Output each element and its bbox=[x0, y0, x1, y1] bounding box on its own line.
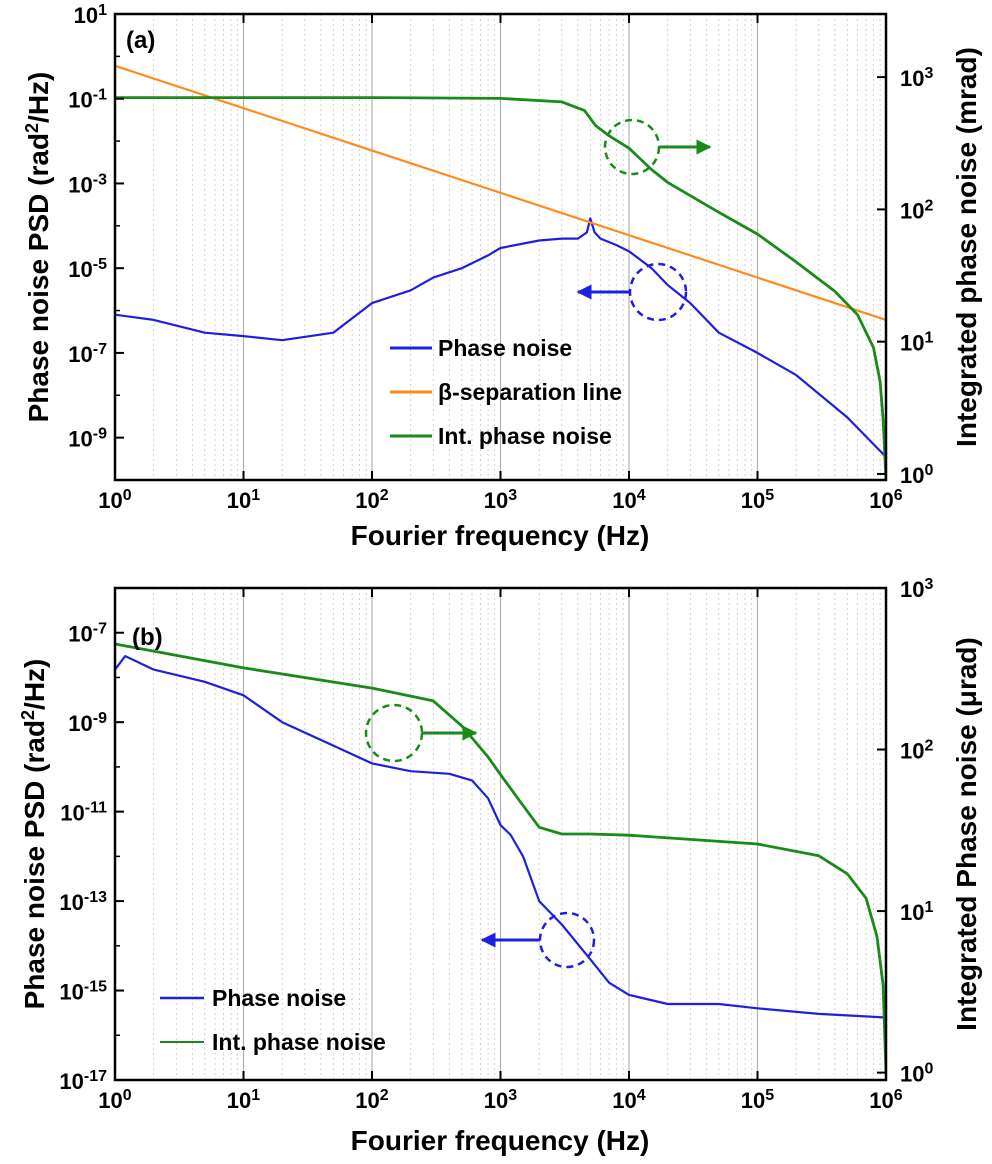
series-line-int-phase-noise bbox=[115, 642, 886, 1073]
legend-a: Phase noise β-separation line Int. phase… bbox=[390, 335, 622, 449]
panel-label-a: (a) bbox=[126, 27, 155, 54]
x-axis-title-a: Fourier frequency (Hz) bbox=[351, 520, 650, 551]
ticks-a: 100 101 102 103 104 105 106 101 10-1 10-3 10-5 10-7… bbox=[68, 2, 933, 514]
x-tick-label: 102 bbox=[355, 1087, 388, 1114]
ticks-b: 100 101 102 103 104 105 106 10-7 10-9 10-11 10-13 1… bbox=[59, 576, 933, 1114]
x-tick-label: 100 bbox=[98, 487, 131, 514]
x-axis-title-b: Fourier frequency (Hz) bbox=[351, 1125, 650, 1156]
y-axis-title-right-a: Integrated phase noise (mrad) bbox=[951, 47, 982, 447]
legend-b: Phase noise Int. phase noise bbox=[160, 985, 386, 1055]
panel-b: 100 101 102 103 104 105 106 10-7 10-9 10-11 10-13 1… bbox=[18, 576, 982, 1157]
y-tick-label-left: 10-17 bbox=[59, 1068, 107, 1095]
series-b bbox=[115, 642, 886, 1073]
y-tick-label-right: 102 bbox=[900, 197, 933, 224]
y-tick-label-left: 10-1 bbox=[68, 86, 107, 113]
x-tick-label: 106 bbox=[869, 1087, 902, 1114]
x-tick-label: 103 bbox=[484, 1087, 517, 1114]
y-tick-label-right: 101 bbox=[900, 899, 933, 926]
y-tick-label-right: 100 bbox=[900, 461, 933, 488]
grid-a bbox=[153, 14, 881, 480]
y-tick-label-left: 10-7 bbox=[68, 340, 107, 367]
y-tick-label-left: 10-9 bbox=[68, 710, 107, 737]
y-axis-title-right-b: Integrated Phase noise (μrad) bbox=[951, 637, 982, 1031]
y-tick-label-left: 10-9 bbox=[68, 425, 107, 452]
annotation-left-a bbox=[576, 262, 688, 322]
series-line-int-phase-noise bbox=[115, 96, 886, 480]
x-tick-label: 103 bbox=[484, 487, 517, 514]
annotation-right-b bbox=[364, 703, 478, 763]
legend-label-int-phase-noise-a: Int. phase noise bbox=[438, 423, 612, 449]
series-line-phase-noise bbox=[115, 655, 886, 1019]
y-axis-title-left-b: Phase noise PSD (rad2/Hz) bbox=[18, 659, 50, 1010]
y-tick-label-left: 101 bbox=[74, 2, 107, 29]
y-tick-label-right: 103 bbox=[900, 576, 933, 603]
grid-b bbox=[153, 588, 881, 1080]
x-tick-label: 104 bbox=[612, 1087, 645, 1114]
y-tick-label-left: 10-11 bbox=[60, 799, 107, 826]
panel-label-b: (b) bbox=[132, 624, 163, 651]
x-tick-label: 102 bbox=[355, 487, 388, 514]
legend-label-phase-noise-b: Phase noise bbox=[212, 985, 346, 1011]
y-tick-label-left: 10-13 bbox=[59, 889, 107, 916]
y-tick-label-right: 102 bbox=[900, 737, 933, 764]
panel-a: 100 101 102 103 104 105 106 101 10-1 10-3 10-5 10-7… bbox=[22, 2, 982, 552]
y-tick-label-right: 100 bbox=[900, 1060, 933, 1087]
y-tick-label-left: 10-7 bbox=[68, 620, 107, 647]
series-line--separation-line bbox=[115, 64, 886, 321]
y-axis-title-left-a: Phase noise PSD (rad2/Hz) bbox=[22, 72, 54, 423]
y-tick-label-left: 10-5 bbox=[68, 256, 107, 283]
y-tick-label-left: 10-15 bbox=[59, 978, 107, 1005]
x-tick-label: 105 bbox=[741, 1087, 774, 1114]
annotation-left-b bbox=[480, 911, 596, 969]
x-tick-label: 101 bbox=[227, 1087, 260, 1114]
x-tick-label: 101 bbox=[227, 487, 260, 514]
annotation-right-a bbox=[603, 118, 712, 176]
x-tick-label: 106 bbox=[869, 487, 902, 514]
y-tick-label-right: 101 bbox=[900, 329, 933, 356]
x-tick-label: 104 bbox=[612, 487, 645, 514]
legend-label-beta-line-a: β-separation line bbox=[438, 379, 622, 405]
series-line-phase-noise bbox=[115, 217, 886, 458]
y-tick-label-right: 103 bbox=[900, 65, 933, 92]
x-tick-label: 105 bbox=[741, 487, 774, 514]
legend-label-phase-noise-a: Phase noise bbox=[438, 335, 572, 361]
x-tick-label: 100 bbox=[98, 1087, 131, 1114]
legend-label-int-phase-noise-b: Int. phase noise bbox=[212, 1029, 386, 1055]
y-tick-label-left: 10-3 bbox=[68, 171, 107, 198]
series-a bbox=[115, 64, 886, 480]
